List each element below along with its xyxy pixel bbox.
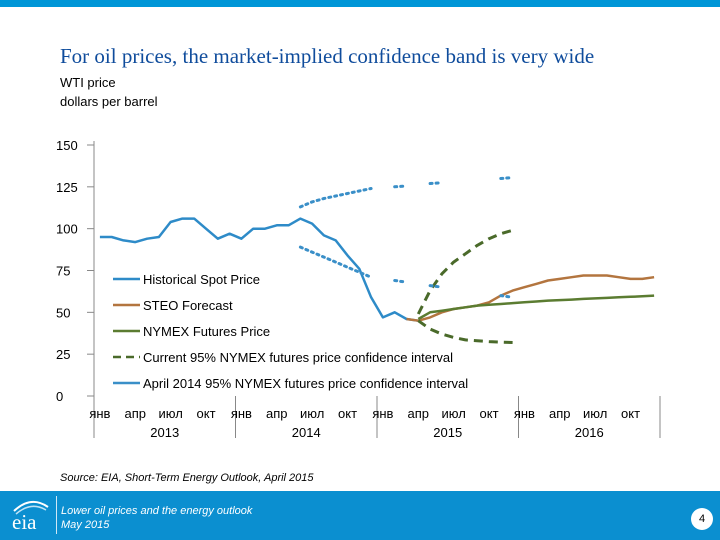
x-month-label: июл (300, 406, 324, 421)
legend-label: STEO Forecast (143, 298, 233, 313)
footer-line2: May 2015 (61, 519, 110, 531)
series-line-april-2014-95-nymex-futures-price-confidence-interval-lower (499, 294, 515, 299)
page-number: 4 (691, 508, 713, 530)
logo-text: eia (12, 510, 37, 534)
footer-line1: Lower oil prices and the energy outlook (61, 505, 253, 517)
y-axis-label-line2: dollars per barrel (60, 94, 158, 109)
x-month-label: окт (338, 406, 357, 421)
x-month-label: июл (583, 406, 607, 421)
y-axis-label: WTI price dollars per barrel (60, 73, 158, 111)
x-month-label: апр (408, 406, 430, 421)
top-accent-bar (0, 0, 720, 7)
legend-label: April 2014 95% NYMEX futures price confi… (143, 376, 468, 391)
x-month-label: янв (372, 406, 393, 421)
series-line-april-2014-95-nymex-futures-price-confidence-interval-lower (298, 245, 373, 279)
y-tick-label: 125 (56, 180, 78, 195)
x-year-label: 2014 (292, 425, 321, 440)
series-line-april-2014-95-nymex-futures-price-confidence-interval-upper (393, 184, 408, 189)
series-line-current-95-nymex-futures-price-confidence-interval-lower (417, 319, 513, 344)
series-line-april-2014-95-nymex-futures-price-confidence-interval-upper (499, 176, 515, 180)
series-line-april-2014-95-nymex-futures-price-confidence-interval-upper (298, 187, 373, 209)
y-tick-label: 150 (56, 138, 78, 153)
series-line-april-2014-95-nymex-futures-price-confidence-interval-lower (393, 279, 408, 284)
x-year-label: 2016 (575, 425, 604, 440)
y-tick-label: 50 (56, 305, 70, 320)
legend-label: Current 95% NYMEX futures price confiden… (143, 350, 453, 365)
x-month-label: янв (89, 406, 110, 421)
series-line-april-2014-95-nymex-futures-price-confidence-interval-upper (428, 181, 444, 185)
footer-divider (56, 496, 57, 534)
legend-label: Historical Spot Price (143, 272, 260, 287)
x-month-label: окт (480, 406, 499, 421)
x-month-label: окт (621, 406, 640, 421)
x-month-label: июл (441, 406, 465, 421)
y-tick-label: 100 (56, 222, 78, 237)
footer-caption: Lower oil prices and the energy outlook … (61, 504, 252, 532)
x-month-label: апр (549, 406, 571, 421)
source-note: Source: EIA, Short-Term Energy Outlook, … (60, 472, 314, 484)
x-month-label: апр (266, 406, 288, 421)
x-year-label: 2013 (150, 425, 179, 440)
y-tick-label: 0 (56, 389, 63, 404)
y-tick-label: 25 (56, 347, 70, 362)
legend-label: NYMEX Futures Price (143, 324, 270, 339)
footer-bar (0, 491, 720, 540)
x-month-label: апр (125, 406, 147, 421)
x-month-label: янв (514, 406, 535, 421)
x-month-label: июл (158, 406, 182, 421)
series-line-historical-spot-price (99, 217, 419, 322)
eia-logo-icon: eia (12, 500, 49, 534)
page-title: For oil prices, the market-implied confi… (60, 44, 595, 68)
y-tick-label: 75 (56, 264, 70, 279)
series-line-nymex-futures-price (417, 294, 655, 321)
x-month-label: окт (197, 406, 216, 421)
series-line-current-95-nymex-futures-price-confidence-interval-upper (416, 228, 514, 315)
x-year-label: 2015 (433, 425, 462, 440)
x-month-label: янв (231, 406, 252, 421)
y-axis-label-line1: WTI price (60, 75, 116, 90)
series-line-april-2014-95-nymex-futures-price-confidence-interval-lower (428, 284, 444, 289)
